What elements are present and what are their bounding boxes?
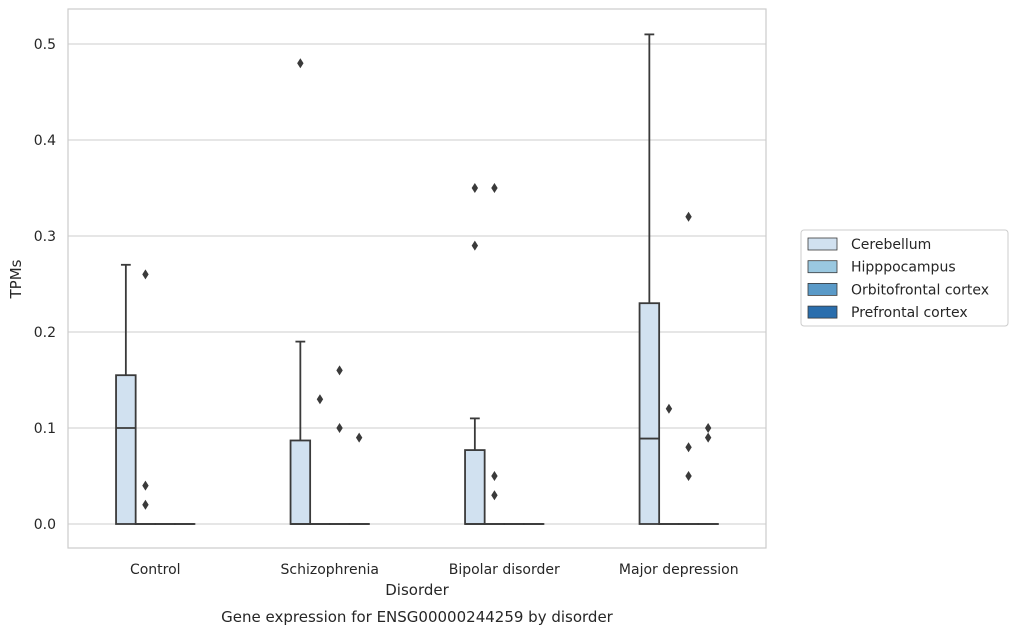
x-tick-label: Schizophrenia	[281, 562, 379, 578]
outlier-point	[685, 471, 692, 481]
legend-label: Orbitofrontal cortex	[851, 282, 989, 298]
legend-swatch	[807, 305, 838, 319]
box-group	[348, 432, 370, 525]
outlier-point	[471, 240, 479, 251]
y-tick-label: 0.4	[34, 133, 56, 149]
outlier-point	[704, 432, 712, 443]
y-tick-labels: 0.0 0.1 0.2 0.3 0.4 0.5	[34, 37, 56, 533]
box-group	[464, 183, 486, 525]
outlier-point	[665, 403, 673, 414]
outlier-point	[355, 432, 363, 443]
outlier-point	[316, 394, 324, 405]
x-tick-label: Major depression	[619, 562, 739, 578]
outlier-point	[491, 471, 498, 481]
y-tick-label: 0.5	[34, 37, 56, 53]
legend-label: Cerebellum	[851, 237, 931, 253]
outlier-point	[297, 58, 304, 69]
box-group	[697, 423, 719, 525]
outlier-point	[704, 423, 712, 433]
box-group	[638, 33, 661, 525]
legend-label: Prefrontal cortex	[851, 305, 968, 321]
legend: Cerebellum Hipppocampus Orbitofrontal cort…	[800, 229, 1009, 327]
outlier-point	[142, 480, 149, 491]
legend-label: Hipppocampus	[851, 260, 956, 276]
outlier-point	[142, 269, 149, 280]
box-group	[289, 58, 312, 525]
chart-caption: Gene expression for ENSG00000244259 by d…	[221, 608, 614, 626]
box-groups	[115, 33, 719, 525]
y-axis-title: TPMs	[7, 259, 25, 299]
legend-swatch	[807, 282, 838, 296]
y-tick-label: 0.0	[34, 517, 56, 533]
y-tick-label: 0.3	[34, 229, 56, 245]
legend-swatch	[807, 260, 838, 274]
y-tick-label: 0.1	[34, 421, 56, 437]
box	[464, 449, 486, 525]
outlier-point	[685, 442, 692, 453]
x-axis-title: Disorder	[385, 581, 449, 599]
y-tick-label: 0.2	[34, 325, 56, 341]
legend-frame	[800, 229, 1009, 327]
outlier-point	[685, 211, 692, 222]
plot-area	[68, 9, 766, 548]
outlier-point	[491, 490, 498, 501]
outlier-point	[491, 183, 498, 193]
outlier-point	[336, 423, 343, 433]
box-group	[115, 263, 137, 525]
outlier-point	[336, 365, 343, 376]
plot-frame	[67, 8, 767, 549]
box	[638, 302, 661, 525]
box	[115, 374, 137, 525]
box	[289, 439, 312, 525]
x-tick-label: Control	[130, 562, 181, 578]
legend-swatch	[807, 237, 838, 251]
x-tick-label: Bipolar disorder	[449, 562, 560, 578]
box-group	[134, 269, 157, 525]
x-tick-labels: Control Schizophrenia Bipolar disorder Majo…	[130, 562, 739, 578]
outlier-point	[142, 499, 149, 510]
outlier-point	[471, 183, 479, 193]
